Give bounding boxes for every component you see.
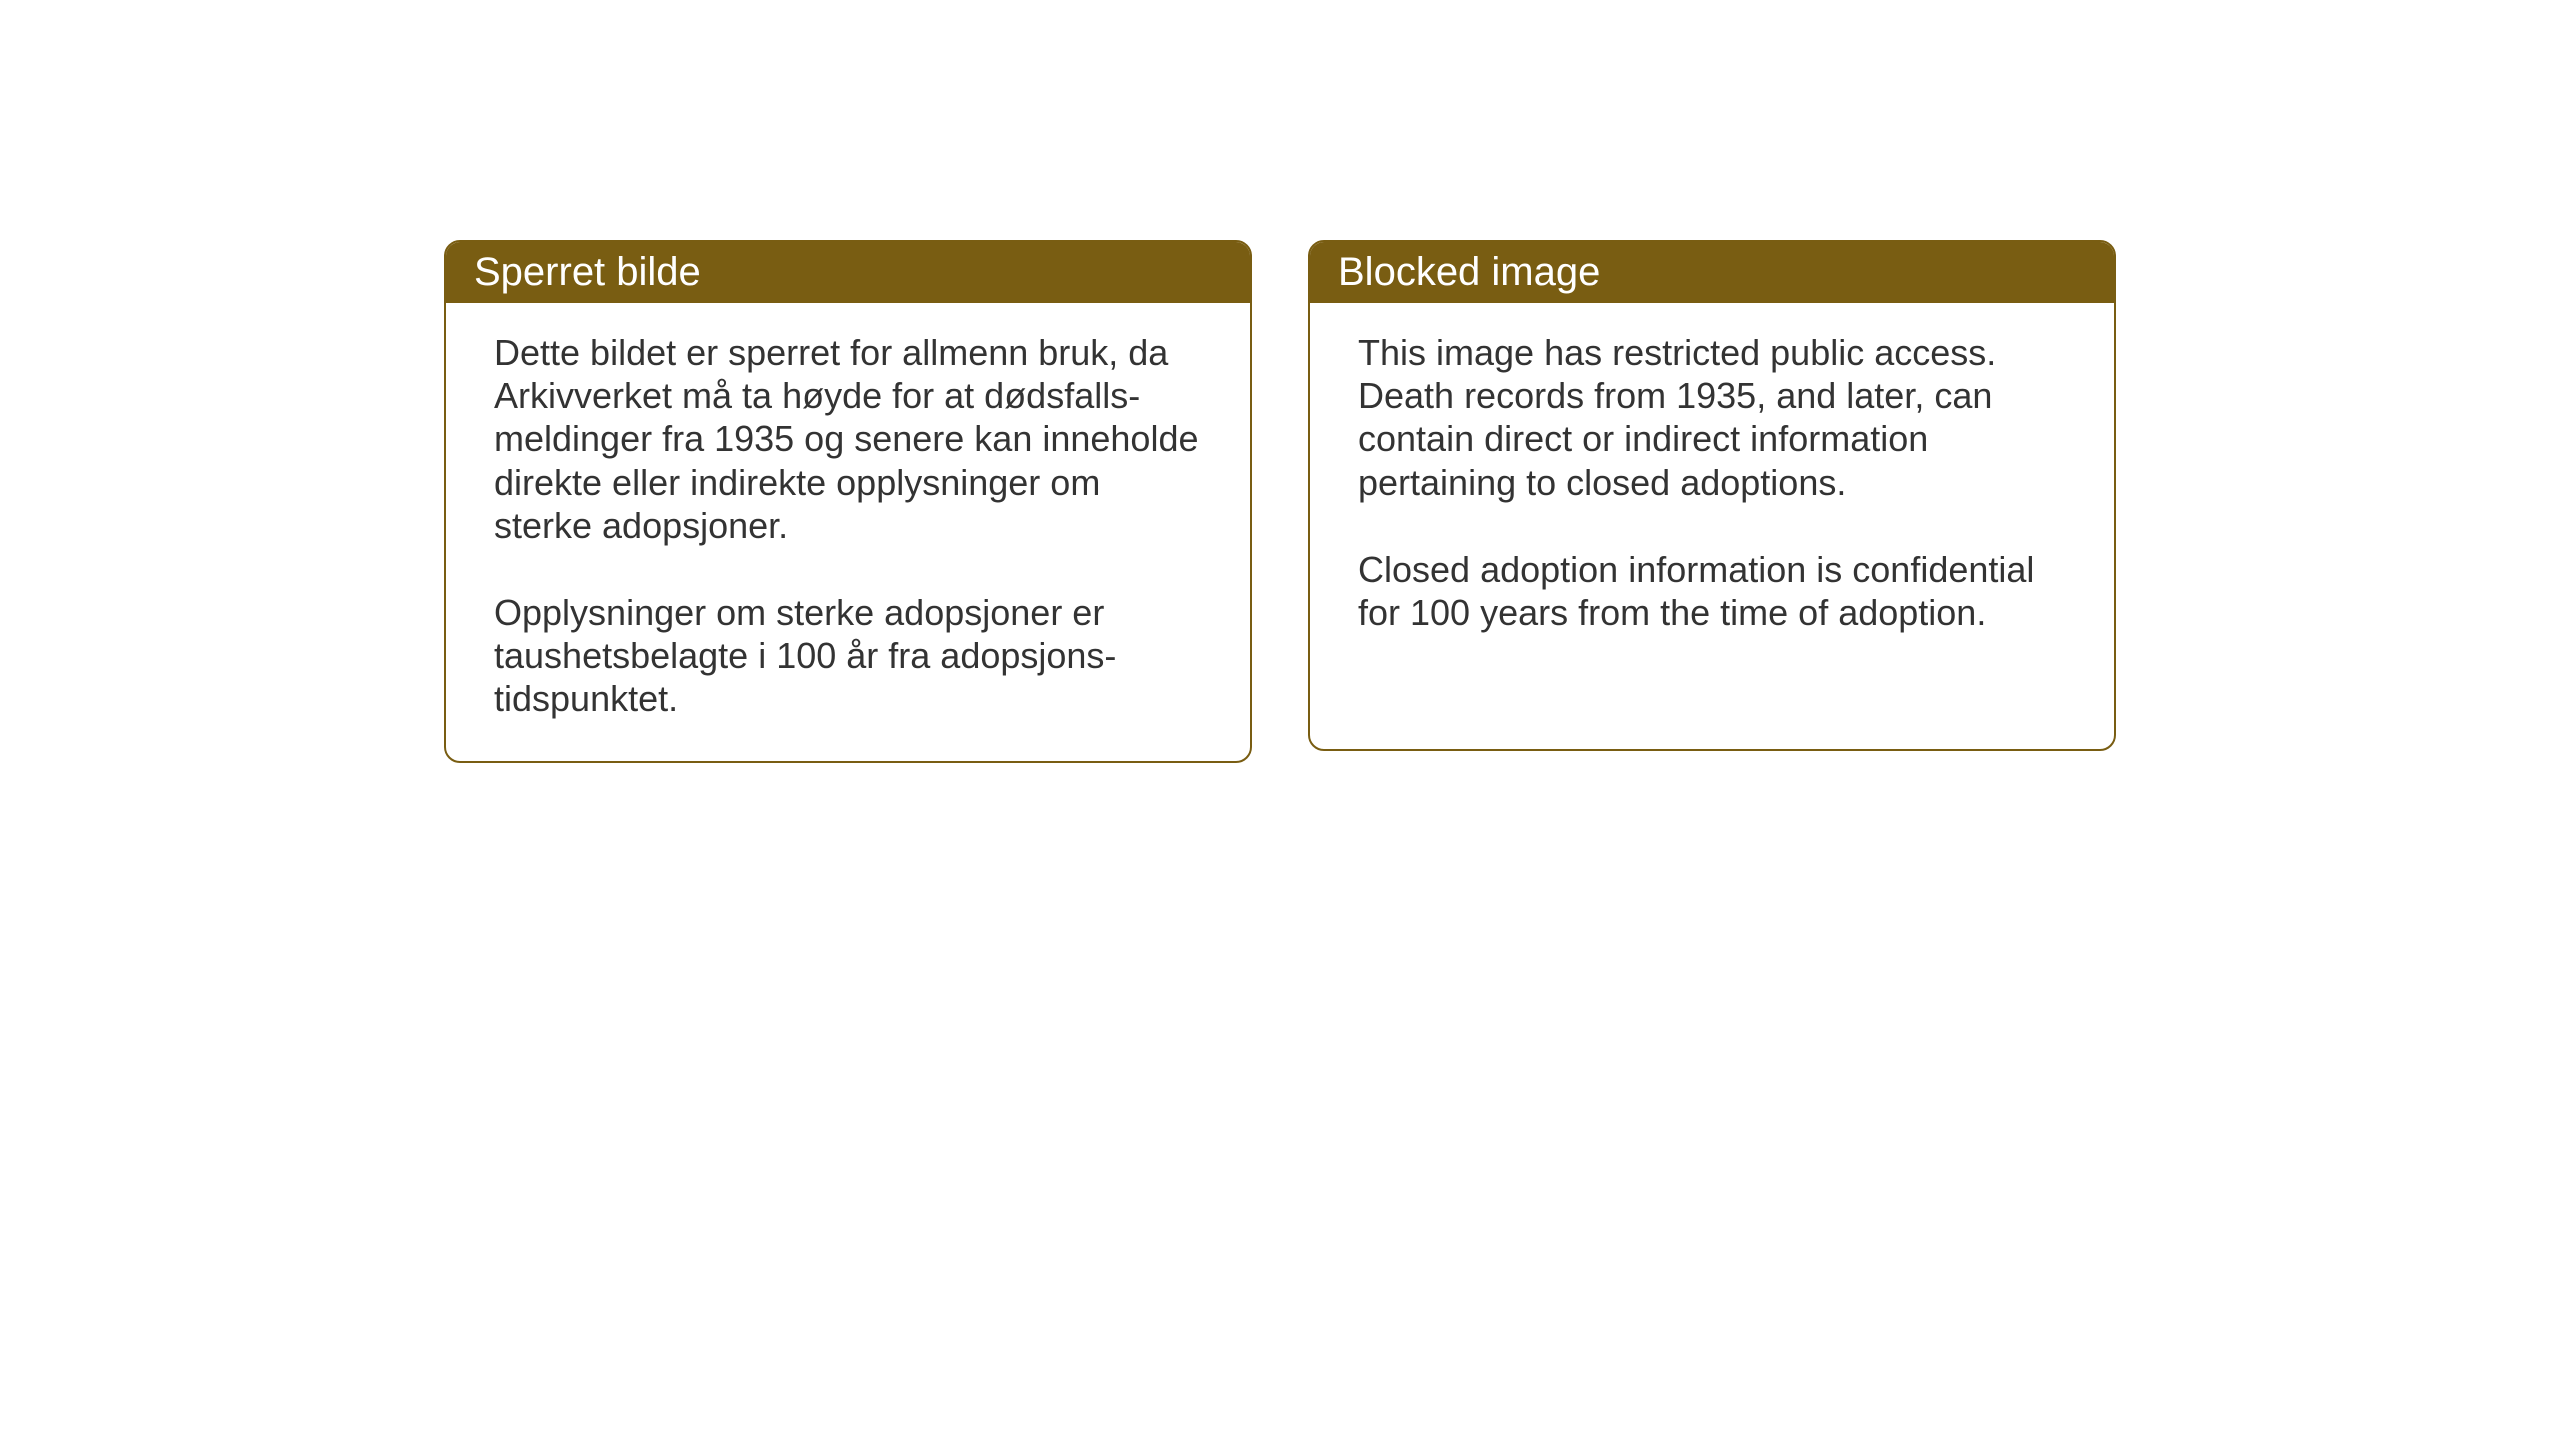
english-notice-card: Blocked image This image has restricted … xyxy=(1308,240,2116,751)
norwegian-notice-paragraph-2: Opplysninger om sterke adopsjoner er tau… xyxy=(494,591,1202,721)
norwegian-notice-card: Sperret bilde Dette bildet er sperret fo… xyxy=(444,240,1252,763)
english-notice-paragraph-1: This image has restricted public access.… xyxy=(1358,331,2066,504)
english-notice-paragraph-2: Closed adoption information is confident… xyxy=(1358,548,2066,634)
notification-container: Sperret bilde Dette bildet er sperret fo… xyxy=(444,240,2116,763)
english-notice-body: This image has restricted public access.… xyxy=(1310,303,2114,674)
norwegian-notice-body: Dette bildet er sperret for allmenn bruk… xyxy=(446,303,1250,761)
norwegian-notice-title: Sperret bilde xyxy=(474,250,701,294)
norwegian-notice-paragraph-1: Dette bildet er sperret for allmenn bruk… xyxy=(494,331,1202,547)
norwegian-notice-header: Sperret bilde xyxy=(446,242,1250,303)
english-notice-header: Blocked image xyxy=(1310,242,2114,303)
english-notice-title: Blocked image xyxy=(1338,250,1600,294)
